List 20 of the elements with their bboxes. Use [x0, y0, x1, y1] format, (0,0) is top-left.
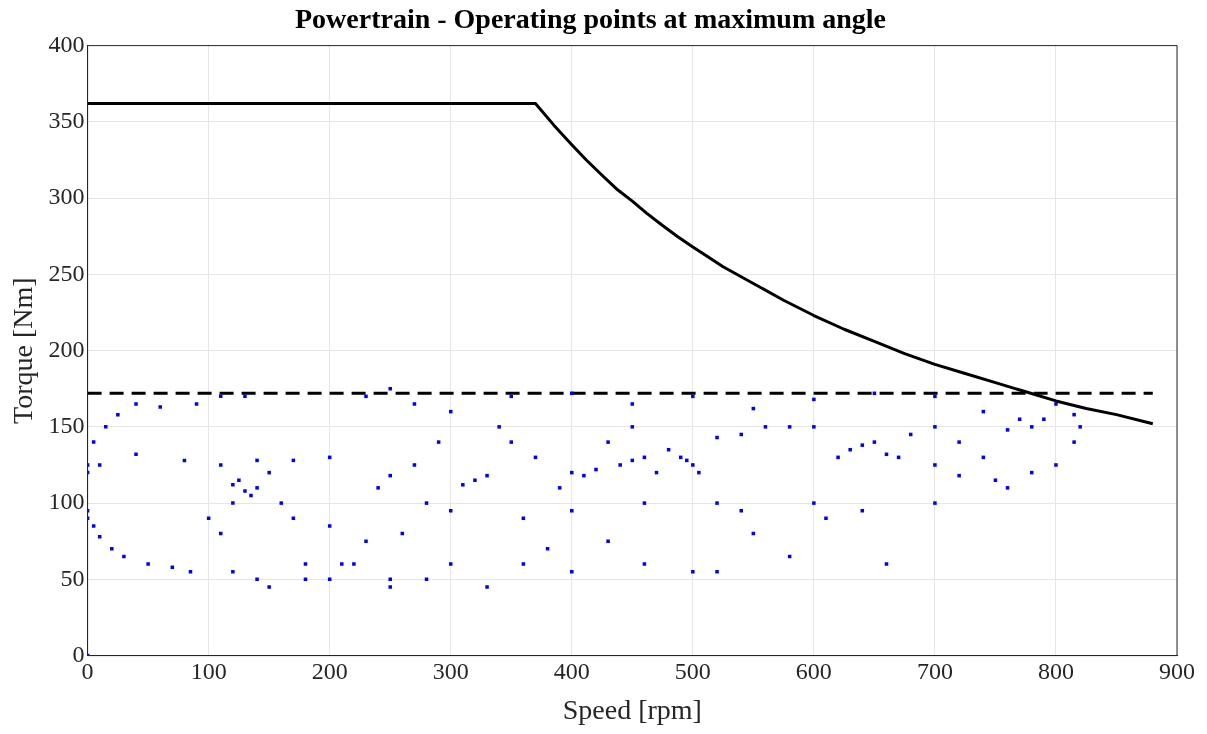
- y-axis-title: Torque [Nm]: [7, 277, 39, 424]
- x-tick-label: 600: [795, 658, 832, 685]
- y-tick-label: 50: [60, 564, 85, 591]
- x-tick-label: 100: [190, 658, 227, 685]
- y-tick-label: 100: [48, 488, 85, 515]
- x-tick-label: 300: [432, 658, 469, 685]
- x-tick-label: 200: [311, 658, 348, 685]
- chart-title: Powertrain - Operating points at maximum angle: [294, 3, 887, 35]
- y-tick-label: 200: [48, 335, 85, 362]
- x-tick-label: 400: [553, 658, 590, 685]
- x-axis-title: Speed [rpm]: [562, 693, 702, 725]
- x-tick-label: 800: [1037, 658, 1074, 685]
- x-tick-label: 900: [1159, 658, 1195, 685]
- x-tick-label: 700: [916, 658, 953, 685]
- y-tick-label: 350: [48, 107, 85, 134]
- y-tick-label: 400: [48, 30, 85, 57]
- x-tick-label: 500: [674, 658, 711, 685]
- y-tick-label: 150: [48, 412, 85, 439]
- y-tick-label: 250: [48, 259, 85, 286]
- y-tick-label: 300: [48, 183, 85, 210]
